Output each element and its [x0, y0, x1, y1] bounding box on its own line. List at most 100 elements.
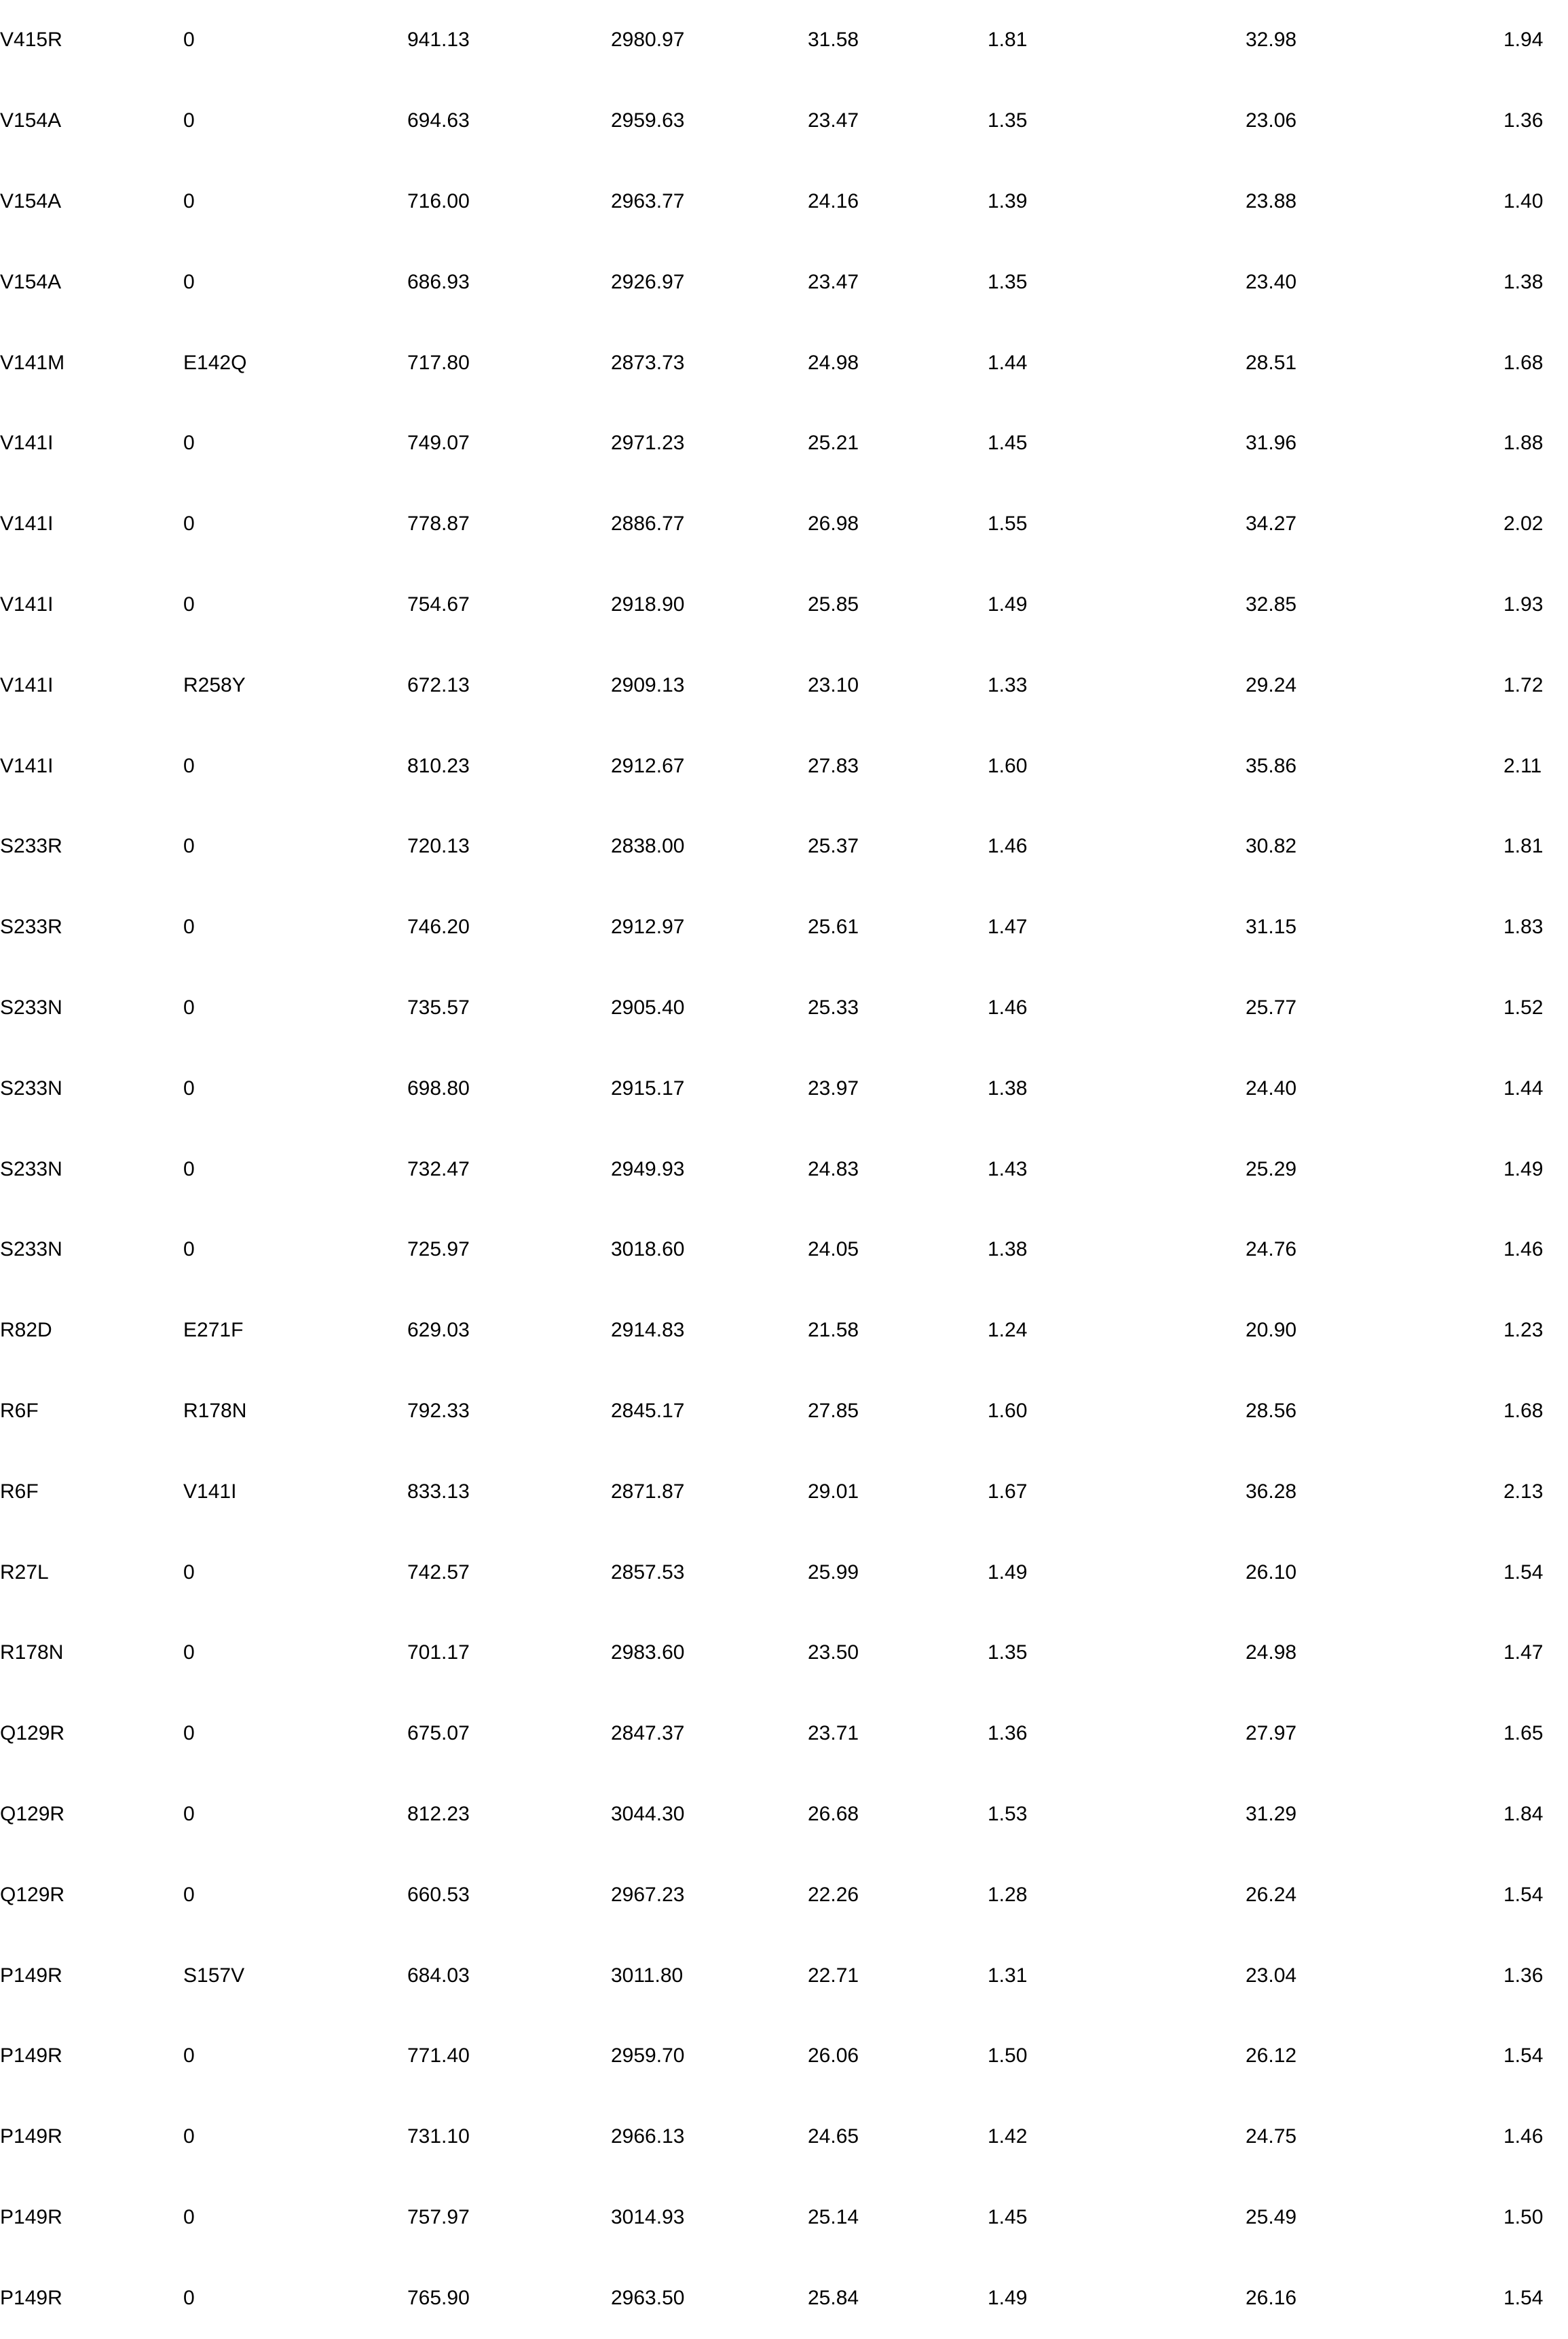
table-cell-value_3: 25.37: [808, 835, 859, 858]
table-cell-value_3: 23.50: [808, 1641, 859, 1664]
table-cell-value_6: 2.11: [1504, 754, 1542, 777]
table-cell-value_1: 757.97: [407, 2205, 470, 2228]
table-cell-value_1: 749.07: [407, 432, 470, 455]
table-cell-value_3: 26.98: [808, 512, 859, 536]
table-cell-mutation_a: S233N: [0, 996, 62, 1019]
table-cell-value_5: 28.56: [1246, 1399, 1297, 1422]
table-cell-value_2: 2983.60: [611, 1641, 685, 1664]
table-cell-value_1: 716.00: [407, 189, 470, 212]
table-cell-value_5: 36.28: [1246, 1480, 1297, 1503]
table-cell-value_6: 1.47: [1504, 1641, 1544, 1664]
table-cell-mutation_a: P149R: [0, 2205, 62, 2228]
table-cell-value_6: 1.44: [1504, 1077, 1544, 1100]
table-cell-mutation_a: Q129R: [0, 1883, 65, 1906]
table-cell-value_6: 1.83: [1504, 916, 1544, 939]
table-cell-value_4: 1.38: [988, 1238, 1028, 1261]
table-cell-mutation_a: P149R: [0, 1964, 62, 1987]
table-cell-value_1: 778.87: [407, 512, 470, 536]
table-cell-mutation_b: R178N: [183, 1399, 247, 1422]
table-cell-mutation_b: 0: [183, 109, 195, 132]
table-cell-mutation_a: S233N: [0, 1238, 62, 1261]
table-cell-value_6: 1.54: [1504, 1883, 1544, 1906]
table-cell-value_5: 27.97: [1246, 1722, 1297, 1745]
table-cell-value_2: 2980.97: [611, 29, 685, 52]
table-cell-value_2: 2963.77: [611, 189, 685, 212]
table-cell-value_4: 1.39: [988, 189, 1028, 212]
table-cell-value_4: 1.49: [988, 593, 1028, 616]
table-cell-value_2: 2959.63: [611, 109, 685, 132]
table-cell-mutation_b: 0: [183, 835, 195, 858]
table-cell-value_2: 3044.30: [611, 1802, 685, 1825]
table-row: R27L 0 742.57 2857.53 25.99 1.49 26.10 1.54: [0, 1532, 1568, 1613]
table-cell-value_4: 1.46: [988, 996, 1028, 1019]
table-cell-value_4: 1.28: [988, 1883, 1028, 1906]
table-row: V141I 0 749.07 2971.23 25.21 1.45 31.96 1.88: [0, 403, 1568, 484]
table-cell-value_4: 1.42: [988, 2125, 1028, 2148]
table-cell-value_3: 23.97: [808, 1077, 859, 1100]
table-cell-mutation_a: R6F: [0, 1399, 39, 1422]
table-cell-value_6: 1.46: [1504, 1238, 1544, 1261]
table-cell-value_5: 24.75: [1246, 2125, 1297, 2148]
table-row: S233R 0 720.13 2838.00 25.37 1.46 30.82 1.81: [0, 806, 1568, 887]
table-cell-mutation_a: V141I: [0, 754, 54, 777]
table-cell-value_2: 2949.93: [611, 1157, 685, 1180]
table-cell-value_6: 1.65: [1504, 1722, 1544, 1745]
table-cell-value_4: 1.60: [988, 1399, 1028, 1422]
table-cell-value_4: 1.45: [988, 2205, 1028, 2228]
table-cell-mutation_a: R27L: [0, 1560, 49, 1584]
table-cell-value_5: 24.98: [1246, 1641, 1297, 1664]
table-cell-mutation_a: V154A: [0, 270, 62, 293]
table-cell-value_3: 25.14: [808, 2205, 859, 2228]
table-cell-value_6: 1.94: [1504, 29, 1544, 52]
table-cell-value_3: 31.58: [808, 29, 859, 52]
table-cell-mutation_b: 0: [183, 512, 195, 536]
table-cell-value_1: 720.13: [407, 835, 470, 858]
table-cell-mutation_a: Q129R: [0, 1722, 65, 1745]
table-cell-value_1: 698.80: [407, 1077, 470, 1100]
table-cell-value_5: 25.49: [1246, 2205, 1297, 2228]
table-cell-value_6: 1.93: [1504, 593, 1544, 616]
table-cell-value_2: 2914.83: [611, 1319, 685, 1342]
table-cell-value_5: 26.16: [1246, 2286, 1297, 2309]
table-cell-value_1: 732.47: [407, 1157, 470, 1180]
table-cell-value_3: 29.01: [808, 1480, 859, 1503]
table-cell-mutation_b: 0: [183, 1157, 195, 1180]
table-cell-mutation_a: R178N: [0, 1641, 64, 1664]
table-cell-mutation_b: 0: [183, 1802, 195, 1825]
table-cell-value_4: 1.44: [988, 351, 1028, 374]
table-cell-value_3: 23.47: [808, 109, 859, 132]
table-cell-value_3: 25.85: [808, 593, 859, 616]
table-cell-mutation_b: 0: [183, 2125, 195, 2148]
table-cell-value_3: 25.84: [808, 2286, 859, 2309]
table-cell-mutation_b: 0: [183, 916, 195, 939]
table-cell-mutation_a: V141I: [0, 432, 54, 455]
table-cell-value_3: 22.26: [808, 1883, 859, 1906]
table-cell-value_1: 792.33: [407, 1399, 470, 1422]
table-cell-value_4: 1.47: [988, 916, 1028, 939]
table-cell-value_2: 2967.23: [611, 1883, 685, 1906]
table-row: S233N 0 725.97 3018.60 24.05 1.38 24.76 1.46: [0, 1210, 1568, 1290]
table-cell-value_3: 27.83: [808, 754, 859, 777]
table-cell-mutation_a: S233R: [0, 835, 62, 858]
table-cell-value_2: 2871.87: [611, 1480, 685, 1503]
table-cell-value_4: 1.55: [988, 512, 1028, 536]
table-cell-value_2: 2918.90: [611, 593, 685, 616]
table-row: V141I 0 754.67 2918.90 25.85 1.49 32.85 1.93: [0, 565, 1568, 645]
table-cell-value_1: 725.97: [407, 1238, 470, 1261]
table-cell-value_4: 1.36: [988, 1722, 1028, 1745]
table-cell-value_4: 1.45: [988, 432, 1028, 455]
table-cell-value_4: 1.67: [988, 1480, 1028, 1503]
table-cell-mutation_a: R6F: [0, 1480, 39, 1503]
table-cell-value_5: 23.04: [1246, 1964, 1297, 1987]
table-cell-value_2: 3014.93: [611, 2205, 685, 2228]
table-cell-value_5: 26.12: [1246, 2044, 1297, 2067]
table-cell-value_5: 23.40: [1246, 270, 1297, 293]
table-cell-value_4: 1.35: [988, 270, 1028, 293]
table-cell-value_1: 694.63: [407, 109, 470, 132]
table-cell-value_5: 32.98: [1246, 29, 1297, 52]
table-cell-value_3: 24.65: [808, 2125, 859, 2148]
table-cell-value_5: 20.90: [1246, 1319, 1297, 1342]
table-cell-value_2: 2847.37: [611, 1722, 685, 1745]
table-cell-value_5: 25.77: [1246, 996, 1297, 1019]
table-cell-value_3: 25.33: [808, 996, 859, 1019]
